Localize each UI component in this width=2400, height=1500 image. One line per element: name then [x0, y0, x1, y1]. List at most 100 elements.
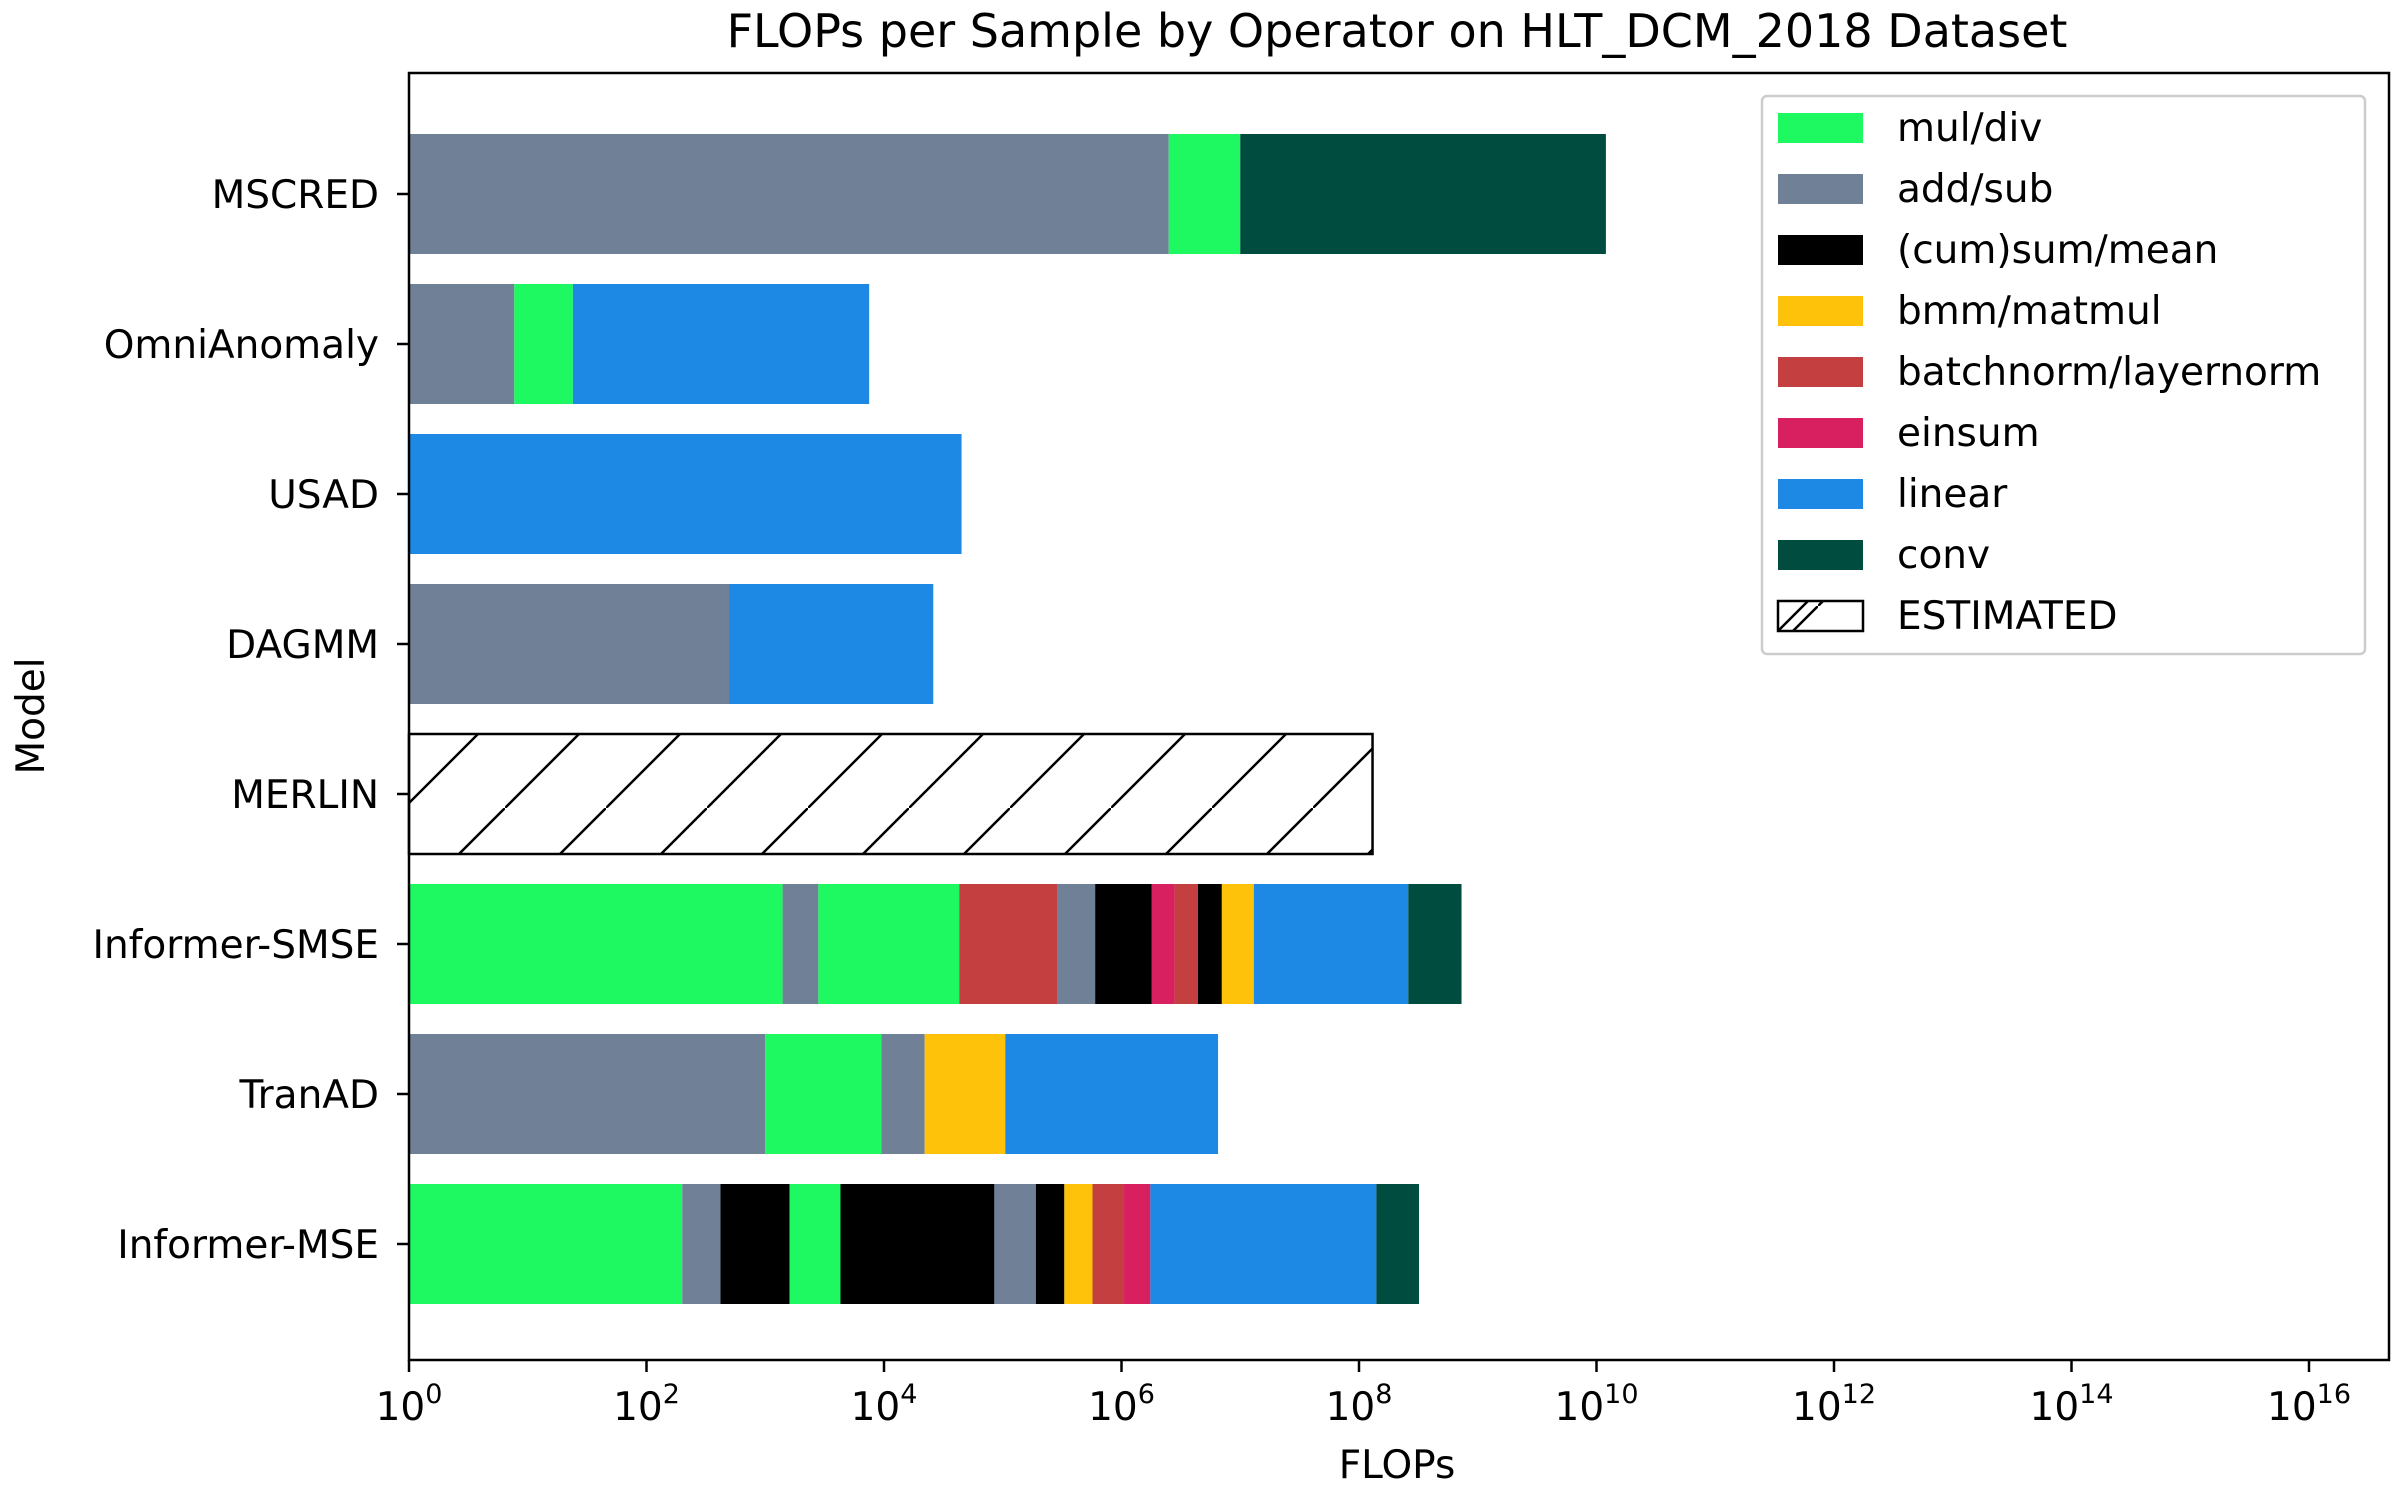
- y-tick-label-dagmm: DAGMM: [226, 623, 379, 668]
- legend-item-conv: conv: [1778, 533, 1990, 578]
- legend-hatch-stroke: [1777, 600, 1809, 632]
- legend-swatch-cum-sum-mean: [1778, 235, 1863, 265]
- bar-segment-mscred-1-mul-div: [1168, 134, 1241, 254]
- bar-segment-usad-0-linear: [409, 434, 962, 554]
- bar-segment-informer-smse-3-batchnorm-layernorm: [959, 884, 1058, 1004]
- legend-label-linear: linear: [1897, 472, 2008, 517]
- x-tick-label-2: 104: [851, 1379, 918, 1430]
- x-tick-label-7: 1014: [2030, 1379, 2114, 1430]
- bar-merlin: [407, 732, 1374, 856]
- legend-item-estimated: ESTIMATED: [1776, 594, 2118, 639]
- legend-item-linear: linear: [1778, 472, 2008, 517]
- bar-segment-informer-mse-7-bmm-matmul: [1064, 1184, 1093, 1304]
- legend-label-add-sub: add/sub: [1897, 167, 2053, 212]
- legend-label-estimated: ESTIMATED: [1897, 594, 2118, 639]
- legend-swatch-bmm-matmul: [1778, 296, 1863, 326]
- bar-segment-informer-smse-6-einsum: [1151, 884, 1175, 1004]
- bar-informer-smse: [409, 884, 1462, 1004]
- y-tick-label-merlin: MERLIN: [231, 773, 379, 818]
- bar-segment-tranad-0-add-sub: [409, 1034, 766, 1154]
- legend-label-bmm-matmul: bmm/matmul: [1897, 289, 2162, 334]
- y-axis-label: Model: [9, 657, 54, 774]
- bar-segment-informer-smse-0-mul-div: [409, 884, 783, 1004]
- x-tick-label-1: 102: [613, 1379, 680, 1430]
- x-tick-label-6: 1012: [1792, 1379, 1876, 1430]
- legend-swatch-conv: [1778, 540, 1863, 570]
- bar-segment-informer-smse-10-linear: [1253, 884, 1409, 1004]
- bar-segment-mscred-2-conv: [1240, 134, 1606, 254]
- bar-segment-informer-mse-5-add-sub: [994, 1184, 1036, 1304]
- x-tick-label-8: 1016: [2267, 1379, 2351, 1430]
- y-tick-label-tranad: TranAD: [239, 1073, 379, 1118]
- y-axis: MSCRED OmniAnomaly USAD DAGMM MERLIN Informer…: [92, 173, 409, 1268]
- legend-swatch-mul-div: [1778, 113, 1863, 143]
- bar-segment-tranad-4-linear: [1005, 1034, 1219, 1154]
- legend-item-einsum: einsum: [1778, 411, 2040, 456]
- bar-segment-informer-mse-11-conv: [1376, 1184, 1419, 1304]
- legend-item-batchnorm-layernorm: batchnorm/layernorm: [1778, 350, 2321, 395]
- bar-segment-dagmm-0-add-sub: [409, 584, 730, 704]
- bar-segment-merlin-estimated: [407, 732, 1374, 856]
- bar-segment-tranad-1-mul-div: [765, 1034, 882, 1154]
- legend-frame: [1760, 94, 2367, 656]
- legend-label-mul-div: mul/div: [1897, 106, 2042, 151]
- legend-swatch-batchnorm-layernorm: [1778, 357, 1863, 387]
- bar-segment-informer-mse-6-cum-sum-mean: [1035, 1184, 1065, 1304]
- bar-mscred: [409, 134, 1606, 254]
- legend-label-conv: conv: [1897, 533, 1990, 578]
- bar-segment-informer-mse-0-mul-div: [409, 1184, 683, 1304]
- x-tick-label-4: 108: [1326, 1379, 1393, 1430]
- legend-label-cum-sum-mean: (cum)sum/mean: [1897, 228, 2218, 273]
- legend-item-cum-sum-mean: (cum)sum/mean: [1778, 228, 2218, 273]
- plot-frame: [407, 71, 2391, 1362]
- x-axis: 100 102 104 106 108 1010 1012 1014 1016: [376, 1360, 2351, 1430]
- legend-swatch-add-sub: [1778, 174, 1863, 204]
- legend-label-einsum: einsum: [1897, 411, 2040, 456]
- legend-label-batchnorm-layernorm: batchnorm/layernorm: [1897, 350, 2321, 395]
- x-tick-label-0: 100: [376, 1379, 443, 1430]
- legend-item-mul-div: mul/div: [1778, 106, 2042, 151]
- bar-segment-informer-mse-10-linear: [1150, 1184, 1377, 1304]
- legend-item-add-sub: add/sub: [1778, 167, 2053, 212]
- bar-segment-informer-mse-2-cum-sum-mean: [720, 1184, 790, 1304]
- bar-segment-informer-mse-9-einsum: [1124, 1184, 1151, 1304]
- y-tick-label-omnianomaly: OmniAnomaly: [104, 323, 379, 368]
- bar-segment-informer-smse-9-bmm-matmul: [1221, 884, 1254, 1004]
- legend-swatch-estimated: [1776, 599, 1865, 633]
- bar-segment-informer-mse-1-add-sub: [682, 1184, 721, 1304]
- bar-tranad: [409, 1034, 1219, 1154]
- legend: mul/div add/sub (cum)sum/mean bmm/matmul bat…: [1760, 94, 2367, 656]
- x-axis-label: FLOPs: [1339, 1443, 1456, 1488]
- legend-items: mul/div add/sub (cum)sum/mean bmm/matmul bat…: [1776, 106, 2321, 639]
- legend-swatch-einsum: [1778, 418, 1863, 448]
- y-tick-label-mscred: MSCRED: [212, 173, 379, 218]
- legend-swatch-linear: [1778, 479, 1863, 509]
- y-tick-label-informer-smse: Informer-SMSE: [92, 923, 379, 968]
- bar-segment-informer-smse-8-cum-sum-mean: [1197, 884, 1222, 1004]
- bar-segment-informer-smse-2-mul-div: [818, 884, 960, 1004]
- bar-segment-tranad-2-add-sub: [881, 1034, 925, 1154]
- legend-item-bmm-matmul: bmm/matmul: [1778, 289, 2162, 334]
- bar-segment-omnianomaly-0-add-sub: [409, 284, 515, 404]
- bar-segment-omnianomaly-2-linear: [572, 284, 870, 404]
- bar-segment-omnianomaly-1-mul-div: [514, 284, 573, 404]
- bar-segment-informer-smse-5-cum-sum-mean: [1095, 884, 1152, 1004]
- bar-segment-informer-mse-4-cum-sum-mean: [840, 1184, 995, 1304]
- bar-informer-mse: [409, 1184, 1419, 1304]
- bar-segment-tranad-3-bmm-matmul: [924, 1034, 1006, 1154]
- bar-segment-informer-mse-3-mul-div: [789, 1184, 841, 1304]
- bar-segment-informer-smse-7-batchnorm-layernorm: [1174, 884, 1198, 1004]
- bar-omnianomaly: [409, 284, 870, 404]
- y-tick-label-usad: USAD: [268, 473, 379, 518]
- bar-usad: [409, 434, 962, 554]
- bar-segment-informer-smse-1-add-sub: [782, 884, 819, 1004]
- bar-segment-informer-smse-11-conv: [1408, 884, 1462, 1004]
- x-tick-label-3: 106: [1088, 1379, 1155, 1430]
- chart-title: FLOPs per Sample by Operator on HLT_DCM_…: [727, 4, 2068, 58]
- bars-layer: [407, 134, 1606, 1304]
- bar-dagmm: [409, 584, 934, 704]
- y-tick-label-informer-mse: Informer-MSE: [117, 1223, 379, 1268]
- bar-segment-mscred-0-add-sub: [409, 134, 1169, 254]
- bar-segment-informer-smse-4-add-sub: [1057, 884, 1096, 1004]
